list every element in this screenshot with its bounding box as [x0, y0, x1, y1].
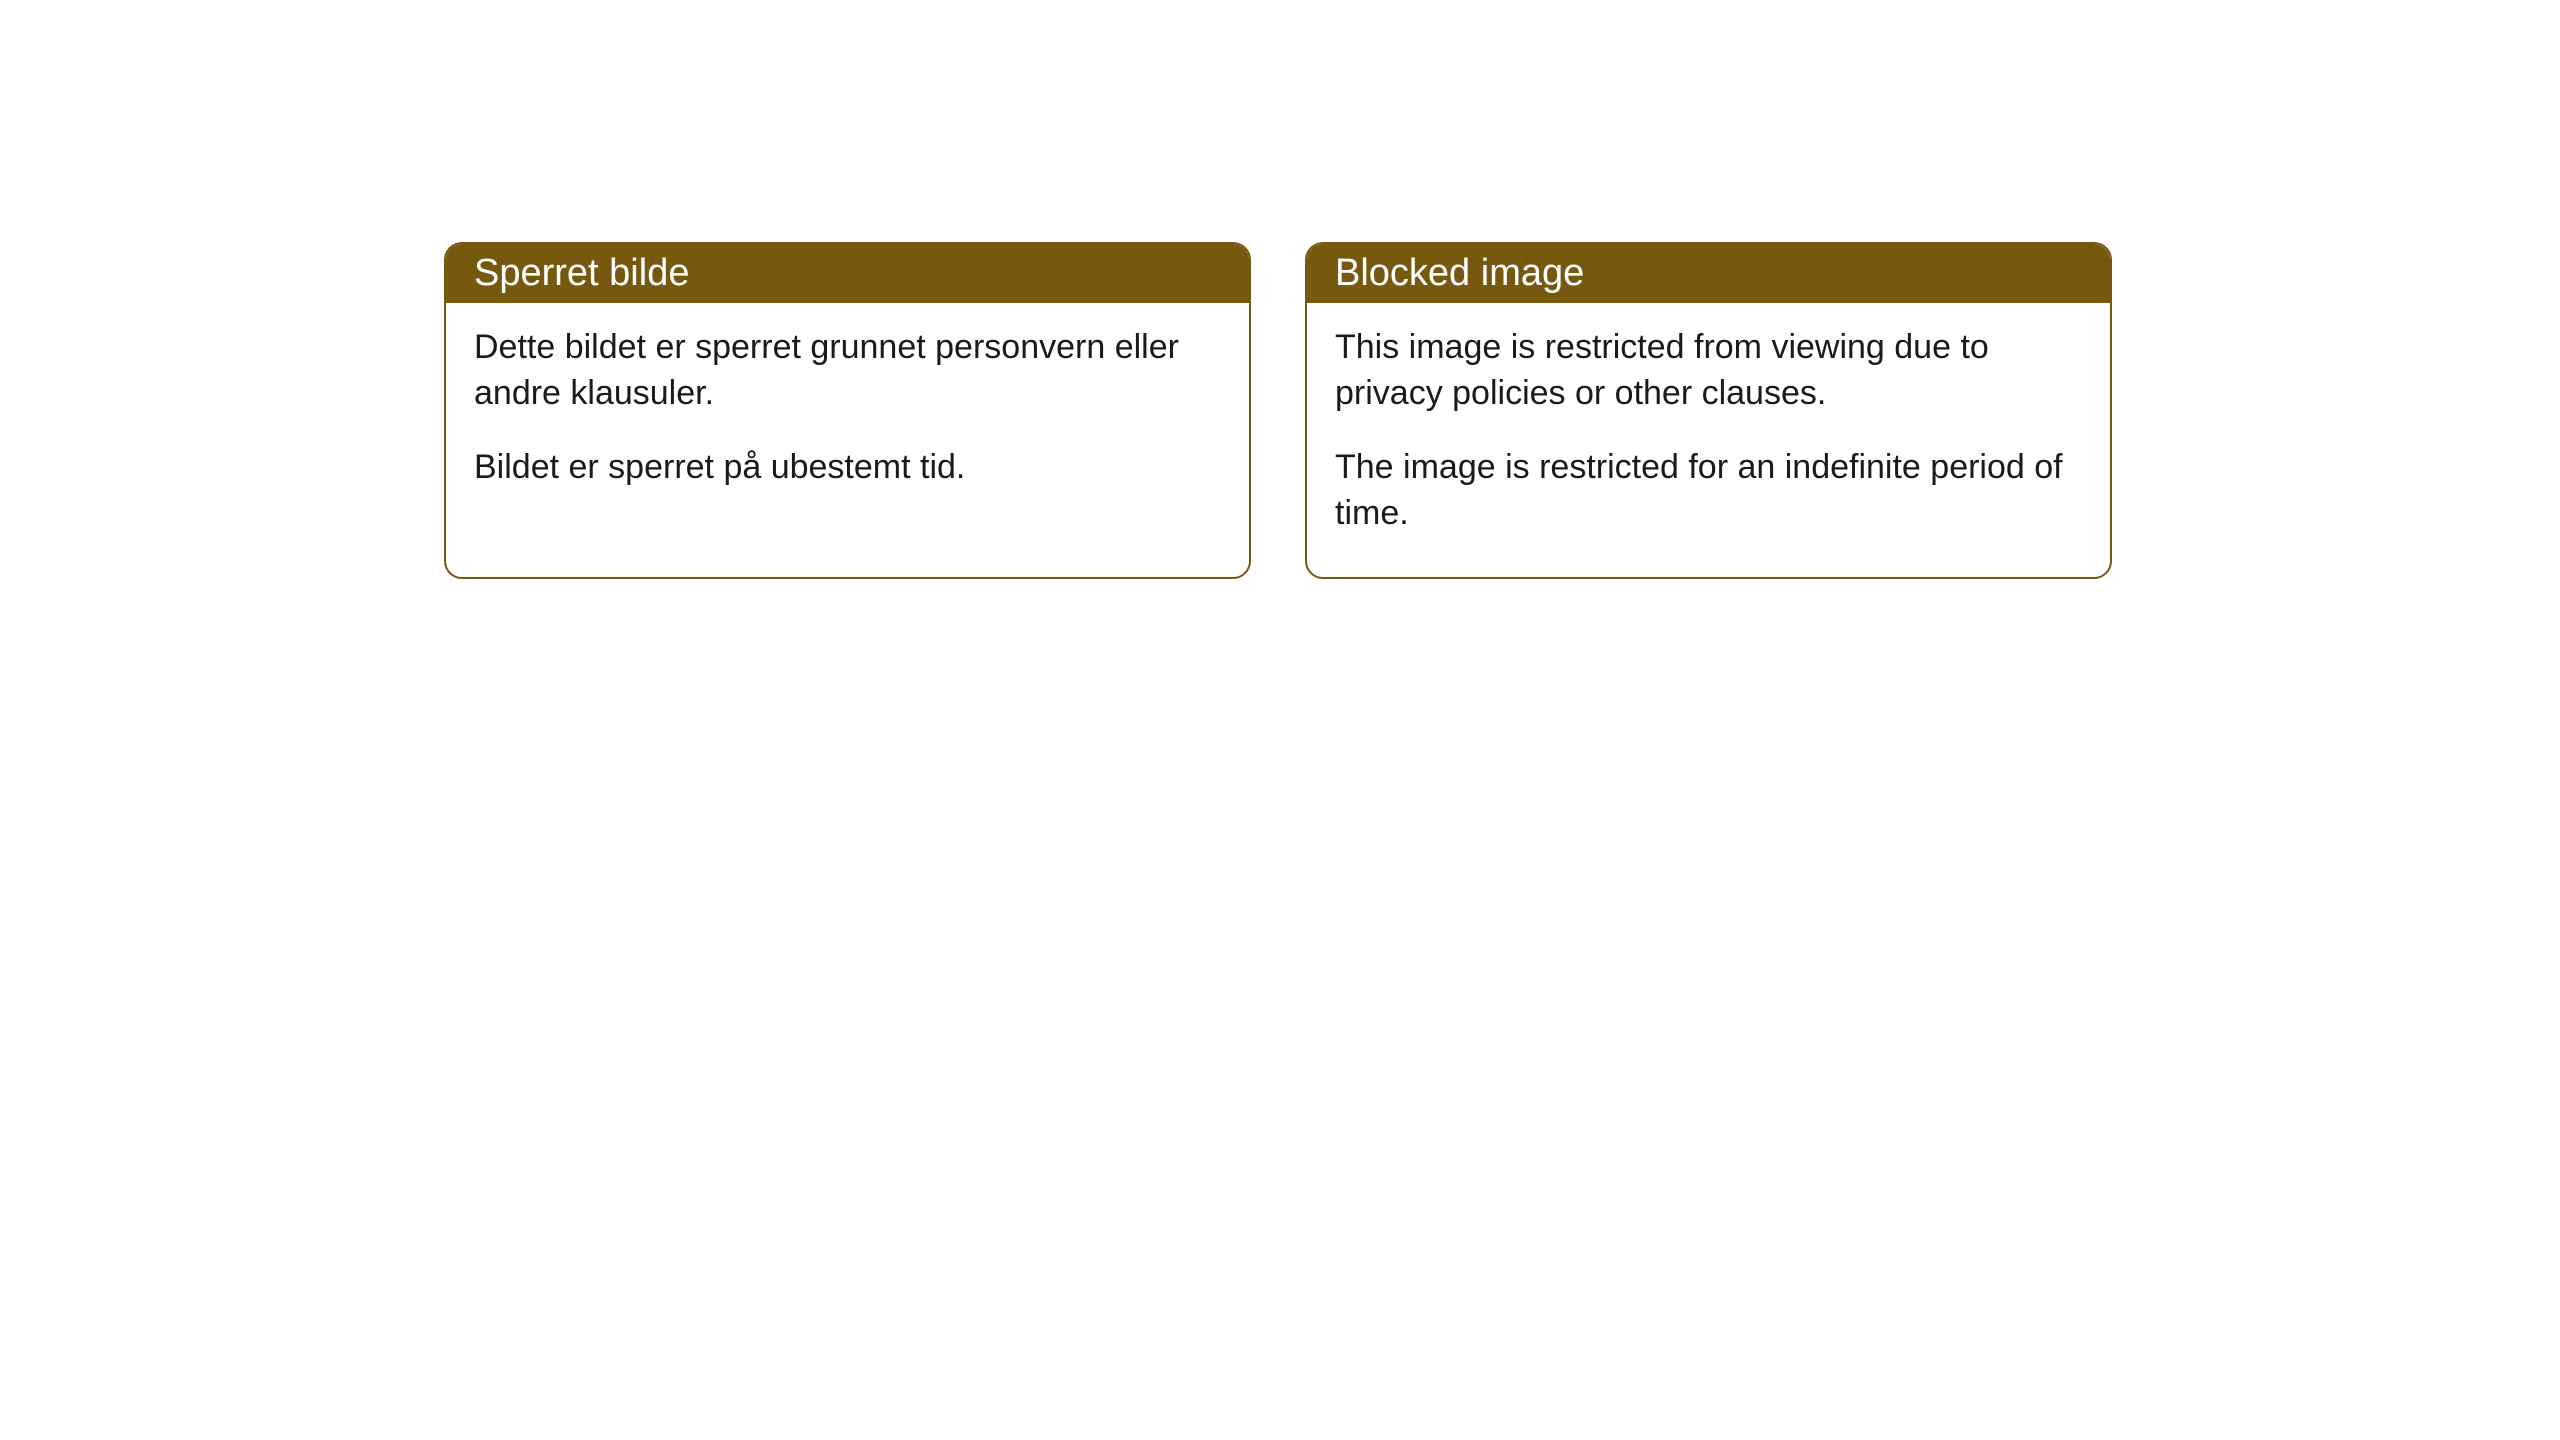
notice-cards-container: Sperret bilde Dette bildet er sperret gr…: [444, 242, 2112, 579]
card-title: Sperret bilde: [474, 252, 689, 294]
card-paragraph-2: The image is restricted for an indefinit…: [1335, 445, 2082, 537]
blocked-image-card-english: Blocked image This image is restricted f…: [1305, 242, 2112, 579]
card-title: Blocked image: [1335, 252, 1584, 294]
card-body: This image is restricted from viewing du…: [1307, 303, 2110, 577]
card-paragraph-1: This image is restricted from viewing du…: [1335, 325, 2082, 417]
card-paragraph-1: Dette bildet er sperret grunnet personve…: [474, 325, 1221, 417]
card-paragraph-2: Bildet er sperret på ubestemt tid.: [474, 445, 1221, 491]
card-header: Blocked image: [1307, 244, 2110, 303]
blocked-image-card-norwegian: Sperret bilde Dette bildet er sperret gr…: [444, 242, 1251, 579]
card-body: Dette bildet er sperret grunnet personve…: [446, 303, 1249, 531]
card-header: Sperret bilde: [446, 244, 1249, 303]
